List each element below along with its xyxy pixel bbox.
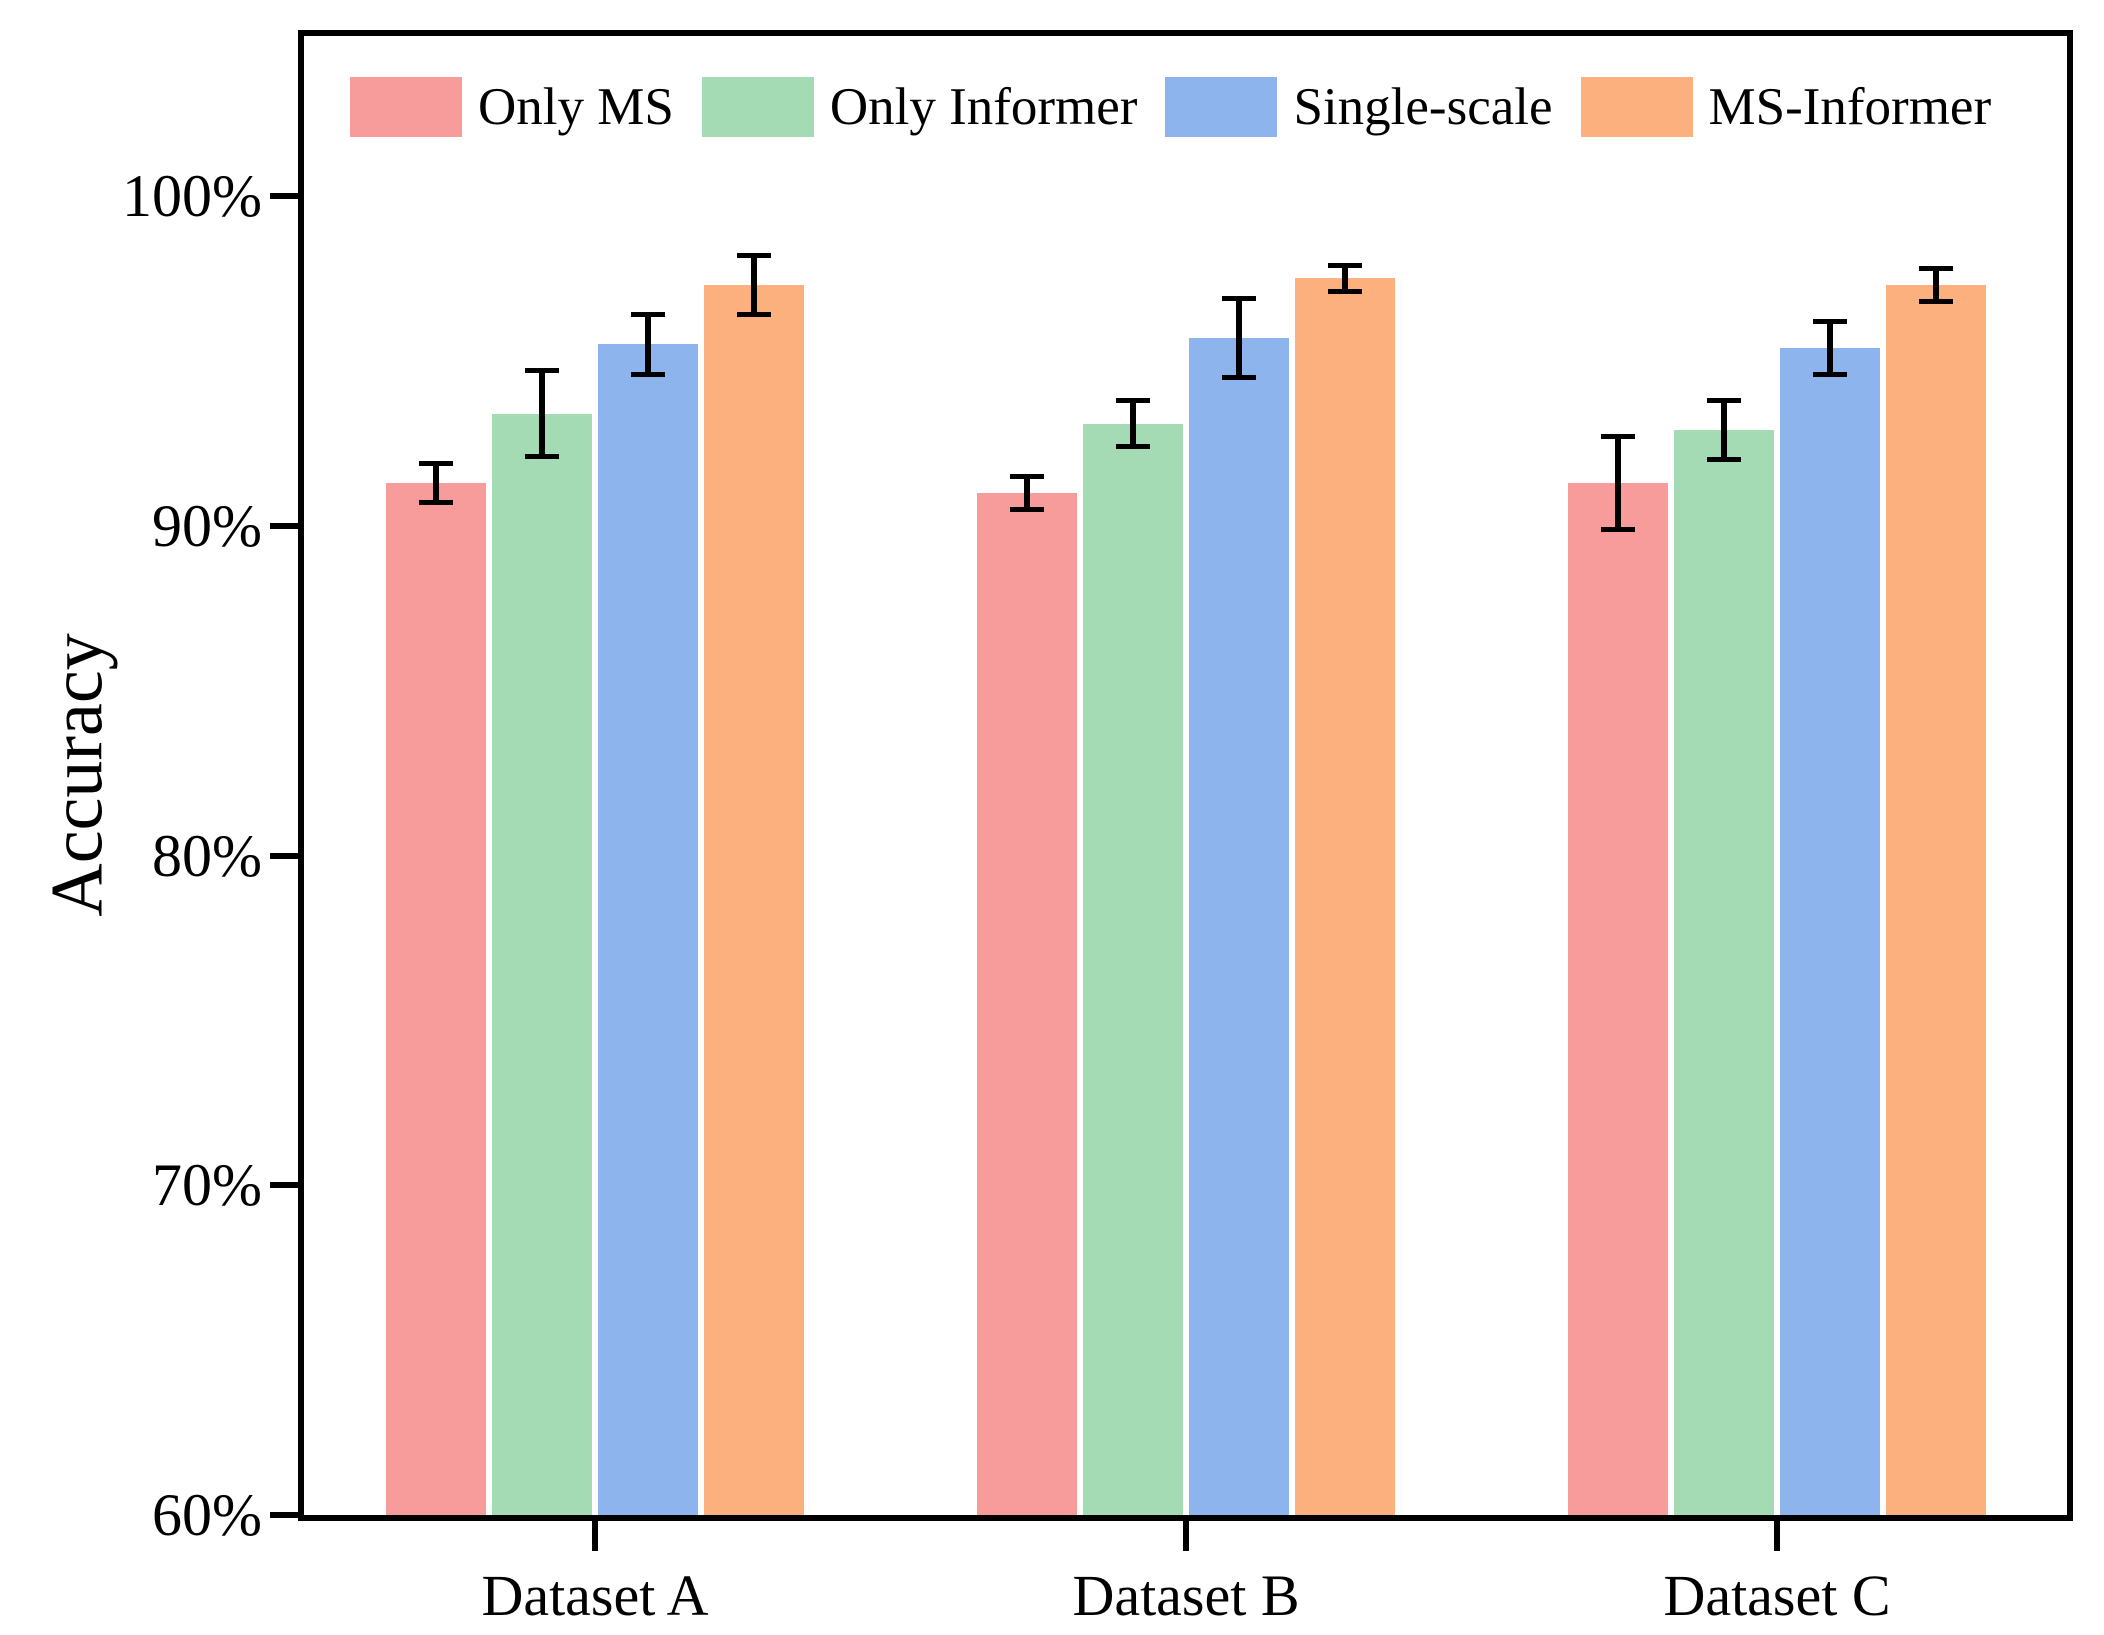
legend-label: MS-Informer <box>1708 78 1992 136</box>
error-bar-cap <box>1601 526 1635 532</box>
legend-item-only-informer: Only Informer <box>701 77 1138 137</box>
error-bar <box>751 255 757 315</box>
legend-label: Only Informer <box>829 78 1138 136</box>
bar-only-ms-dataset-a <box>386 482 486 1515</box>
error-bar-cap <box>1010 473 1044 479</box>
error-bar <box>1342 265 1348 292</box>
legend-label: Only MS <box>478 78 674 136</box>
error-bar <box>645 314 651 375</box>
error-bar-cap <box>737 252 771 258</box>
y-tick-label: 80% <box>152 822 262 889</box>
error-bar <box>1130 400 1136 447</box>
bar-single-scale-dataset-a <box>598 344 698 1515</box>
error-bar-cap <box>1222 374 1256 380</box>
error-bar-cap <box>1116 397 1150 403</box>
error-bar <box>1933 268 1939 302</box>
x-tick-label: Dataset C <box>1663 1563 1891 1628</box>
error-bar <box>1827 321 1833 375</box>
error-bar-cap <box>737 312 771 318</box>
error-bar <box>433 463 439 503</box>
legend-item-single-scale: Single-scale <box>1165 77 1553 137</box>
bar-only-informer-dataset-c <box>1674 430 1774 1515</box>
error-bar <box>1236 298 1242 378</box>
x-tick <box>592 1521 598 1551</box>
legend-item-only-ms: Only MS <box>350 77 674 137</box>
x-tick <box>1183 1521 1189 1551</box>
error-bar-cap <box>419 500 453 506</box>
error-bar <box>1721 400 1727 460</box>
y-tick <box>270 193 298 199</box>
bar-only-informer-dataset-a <box>492 413 592 1515</box>
legend-label: Single-scale <box>1293 78 1553 136</box>
bar-ms-informer-dataset-a <box>704 285 804 1515</box>
x-tick <box>1774 1521 1780 1551</box>
legend-swatch-ms-informer <box>1580 77 1693 137</box>
error-bar-cap <box>1919 266 1953 272</box>
error-bar-cap <box>1328 262 1362 268</box>
x-tick-label: Dataset B <box>1072 1563 1300 1628</box>
y-tick-label: 100% <box>122 163 262 229</box>
error-bar-cap <box>1010 506 1044 512</box>
legend-swatch-single-scale <box>1165 77 1278 137</box>
bar-ms-informer-dataset-b <box>1295 278 1395 1515</box>
bar-single-scale-dataset-c <box>1780 347 1880 1515</box>
y-tick <box>270 522 298 529</box>
legend: Only MS Only Informer Single-scale MS-Infor… <box>350 77 1991 137</box>
y-tick <box>270 1182 298 1189</box>
error-bar-cap <box>1116 444 1150 450</box>
legend-swatch-only-informer <box>701 77 814 137</box>
error-bar-cap <box>631 371 665 377</box>
error-bar-cap <box>1707 457 1741 463</box>
bar-only-informer-dataset-b <box>1083 423 1183 1515</box>
bar-single-scale-dataset-b <box>1189 337 1289 1515</box>
bar-only-ms-dataset-c <box>1568 482 1668 1515</box>
error-bar-cap <box>1222 295 1256 301</box>
plot-area: Only MS Only Informer Single-scale MS-Infor… <box>270 30 2073 1628</box>
error-bar-cap <box>419 460 453 466</box>
legend-item-ms-informer: MS-Informer <box>1580 77 1992 137</box>
y-tick-label: 60% <box>152 1482 262 1548</box>
error-bar-cap <box>1707 397 1741 403</box>
y-tick <box>270 1512 298 1518</box>
y-tick-label: 70% <box>152 1152 262 1219</box>
error-bar-cap <box>1813 318 1847 324</box>
error-bar-cap <box>1601 434 1635 440</box>
bar-only-ms-dataset-b <box>977 492 1077 1515</box>
error-bar <box>539 370 545 457</box>
error-bar <box>1024 476 1030 510</box>
legend-swatch-only-ms <box>350 77 462 137</box>
x-tick-label: Dataset A <box>481 1563 709 1628</box>
error-bar <box>1615 436 1621 530</box>
error-bar-cap <box>1328 289 1362 295</box>
error-bar-cap <box>525 454 559 459</box>
error-bar-cap <box>1919 299 1953 305</box>
error-bar-cap <box>1813 371 1847 377</box>
bar-ms-informer-dataset-c <box>1886 285 1986 1515</box>
error-bar-cap <box>525 368 559 374</box>
y-tick-label: 90% <box>152 492 262 559</box>
y-tick <box>270 852 298 859</box>
error-bar-cap <box>631 312 665 318</box>
